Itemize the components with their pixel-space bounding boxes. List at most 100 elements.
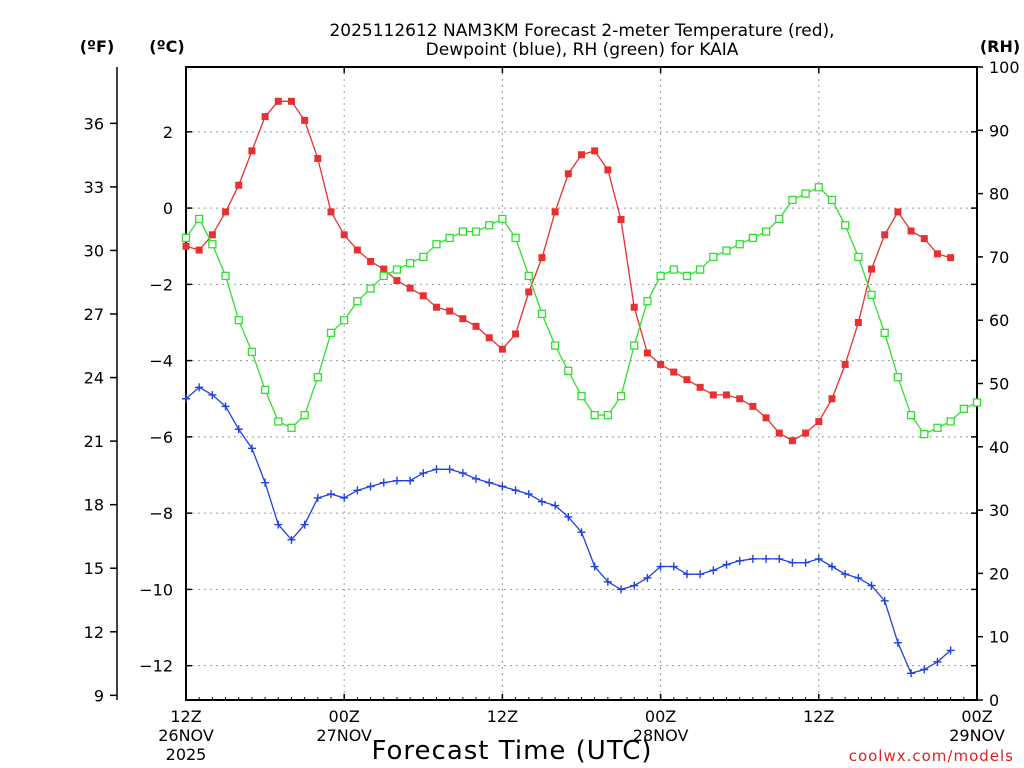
dewpoint-point <box>933 657 942 666</box>
rh-point <box>577 392 586 401</box>
dewpoint-point <box>946 646 955 655</box>
temperature-point <box>485 334 493 342</box>
chart-title-line1: 2025112612 NAM3KM Forecast 2-meter Tempe… <box>329 21 834 41</box>
x-axis-label: Forecast Time (UTC) <box>371 736 652 766</box>
rh-point <box>972 398 982 407</box>
dewpoint-point <box>617 585 626 594</box>
dewpoint-point <box>788 558 797 567</box>
celsius-tick-label: −8 <box>149 504 173 523</box>
temperature-point <box>380 265 388 273</box>
temperature-point <box>432 303 440 311</box>
dewpoint-point <box>287 535 296 544</box>
data-series <box>181 97 982 678</box>
temperature-point <box>854 318 862 326</box>
rh-point <box>630 341 639 350</box>
rh-point <box>550 341 560 350</box>
temperature-line <box>185 100 951 442</box>
temperature-point <box>564 170 572 178</box>
x-tick-label: 27NOV <box>316 726 372 745</box>
rh-point <box>761 227 771 236</box>
rh-point <box>511 233 520 243</box>
dewpoint-point <box>709 566 718 575</box>
rh-point <box>524 271 533 281</box>
dewpoint-point <box>379 478 388 487</box>
x-tick-label: 00Z <box>329 707 360 726</box>
rh-point <box>748 233 758 243</box>
temperature-point <box>709 391 717 399</box>
temperature-point <box>353 246 361 254</box>
dewpoint-point <box>300 520 309 529</box>
temperature-point <box>340 231 348 239</box>
rh-point <box>260 385 270 394</box>
dewpoint-point <box>182 394 190 403</box>
x-tick-label: 00Z <box>961 707 992 726</box>
rh-tick-label: 20 <box>989 564 1009 583</box>
celsius-tick-label: −2 <box>149 275 173 294</box>
x-tick-label: 12Z <box>170 707 201 726</box>
temperature-point <box>248 147 256 155</box>
rh-point <box>300 410 309 420</box>
temperature-point <box>235 181 243 189</box>
rh-point <box>537 309 547 319</box>
dewpoint-point <box>247 444 256 453</box>
celsius-tick-label: −10 <box>139 580 173 599</box>
rh-point <box>326 328 336 338</box>
fahrenheit-tick-label: 27 <box>84 305 104 324</box>
rh-point <box>590 410 599 420</box>
dewpoint-point <box>472 474 481 483</box>
temperature-point <box>525 288 533 296</box>
dewpoint-point <box>722 560 731 569</box>
temperature-point <box>933 250 941 258</box>
rh-point <box>841 221 850 230</box>
rh-point <box>959 404 968 413</box>
rh-point <box>801 189 810 198</box>
temperature-point <box>208 231 216 239</box>
plot-frame <box>185 66 978 701</box>
rh-point <box>379 271 388 281</box>
rh-point <box>920 429 929 439</box>
temperature-point <box>182 242 190 250</box>
dewpoint-point <box>696 570 705 579</box>
rh-point <box>445 233 454 243</box>
rh-point <box>735 240 744 249</box>
temperature-point <box>775 429 783 437</box>
dewpoint-point <box>234 425 243 434</box>
dewpoint-point <box>445 465 454 474</box>
rh-point <box>722 246 731 255</box>
dewpoint-point <box>366 482 375 491</box>
dewpoint-point <box>814 554 823 563</box>
temperature-point <box>406 284 414 292</box>
rh-point <box>643 297 652 306</box>
x-tick-label: 26NOV <box>158 726 214 745</box>
x-tick-label: 12Z <box>803 707 834 726</box>
rh-tick-label: 90 <box>989 121 1009 140</box>
dewpoint-point <box>735 556 744 565</box>
celsius-tick-label: 0 <box>163 199 173 218</box>
temperature-point <box>512 330 520 338</box>
rh-point <box>696 265 705 274</box>
temperature-point <box>630 303 638 311</box>
rh-tick-label: 60 <box>989 311 1009 330</box>
dewpoint-point <box>775 554 784 563</box>
rh-point <box>827 195 837 205</box>
temperature-point <box>393 277 401 285</box>
dewpoint-point <box>603 577 612 586</box>
dewpoint-line <box>185 386 952 675</box>
temperature-point <box>314 155 322 163</box>
rh-point <box>485 221 494 230</box>
temperature-point <box>551 208 559 216</box>
rh-point <box>867 290 876 300</box>
temperature-point <box>643 349 651 357</box>
dewpoint-point <box>577 528 586 537</box>
rh-point <box>814 183 823 192</box>
rh-point <box>340 316 349 325</box>
rh-point <box>933 423 942 432</box>
rh-point <box>616 392 626 401</box>
dewpoint-point <box>682 570 691 579</box>
rh-point <box>682 271 692 281</box>
rh-point <box>906 410 916 420</box>
temperature-point <box>657 360 665 368</box>
temperature-point <box>301 116 309 124</box>
dewpoint-point <box>867 581 876 590</box>
rh-point <box>419 252 428 262</box>
